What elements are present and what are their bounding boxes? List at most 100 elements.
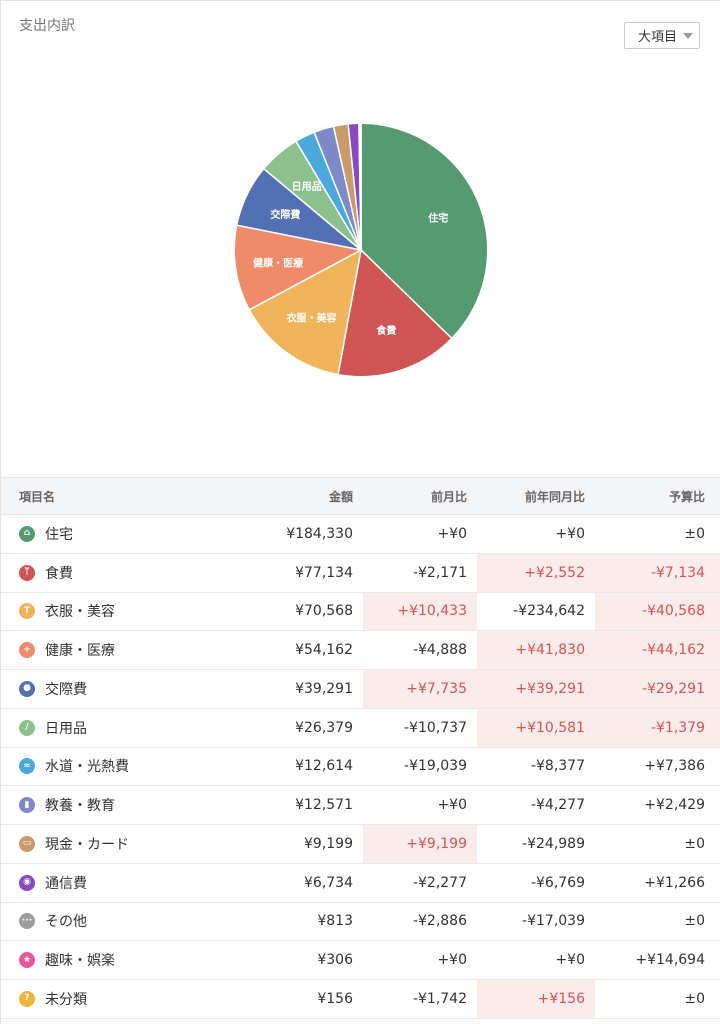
category-name: 通信費 xyxy=(45,875,87,892)
row-name-cell: ≈ 水道・光熱費 xyxy=(1,748,251,786)
mom-value: -¥2,171 xyxy=(412,564,467,581)
yoy-value: +¥0 xyxy=(555,525,585,542)
table-row[interactable]: ≈ 水道・光熱費 ¥12,614 -¥19,039 -¥8,377 +¥7,386 xyxy=(1,748,720,787)
expense-table: 項目名 金額 前月比 前年同月比 予算比 ⌂ 住宅 ¥184,330 +¥0 +¥0 ±0… xyxy=(1,477,720,1019)
table-row[interactable]: ★ 趣味・娯楽 ¥306 +¥0 +¥0 +¥14,694 xyxy=(1,941,720,980)
pie-rim xyxy=(233,122,489,378)
category-name: 教養・教育 xyxy=(45,798,115,815)
category-name: 食費 xyxy=(45,565,73,582)
book-icon: ▮ xyxy=(19,797,35,814)
header-budget: 予算比 xyxy=(668,489,705,504)
table-row[interactable]: ◉ 通信費 ¥6,734 -¥2,277 -¥6,769 +¥1,266 xyxy=(1,864,720,903)
row-name-cell: ▮ 教養・教育 xyxy=(1,786,251,824)
pie-slice-label: 衣服・美容 xyxy=(287,312,337,325)
table-row[interactable]: T 衣服・美容 ¥70,568 +¥10,433 -¥234,642 -¥40,568 xyxy=(1,592,720,632)
ellipsis-icon: ··· xyxy=(19,913,35,930)
amount-value: ¥39,291 xyxy=(295,680,353,697)
yoy-value: -¥4,277 xyxy=(530,797,585,814)
amount-value: ¥12,571 xyxy=(295,797,353,814)
yoy-value: -¥6,769 xyxy=(530,874,585,891)
amount-value: ¥9,199 xyxy=(304,835,353,852)
dropdown-label: 大項目 xyxy=(638,30,678,45)
row-name-cell: ● 交際費 xyxy=(1,670,251,708)
mom-value: +¥0 xyxy=(437,952,467,969)
mom-value: -¥10,737 xyxy=(404,719,467,736)
row-name-cell: ? 未分類 xyxy=(1,980,251,1018)
fork-knife-icon: ᛘ xyxy=(19,564,35,581)
header-name: 項目名 xyxy=(19,489,56,504)
category-level-dropdown[interactable]: 大項目 xyxy=(624,22,700,49)
category-name: 交際費 xyxy=(45,681,87,698)
yoy-value: -¥8,377 xyxy=(530,758,585,775)
budget-value: +¥7,386 xyxy=(644,758,705,775)
budget-value: -¥44,162 xyxy=(595,631,720,669)
yoy-value: -¥234,642 xyxy=(513,603,585,620)
category-name: 未分類 xyxy=(45,991,87,1008)
amount-value: ¥70,568 xyxy=(295,603,353,620)
pie-slice-label: 日用品 xyxy=(292,181,322,193)
mom-value: -¥2,886 xyxy=(412,913,467,930)
table-header: 項目名 金額 前月比 前年同月比 予算比 xyxy=(1,477,720,515)
header-yoy: 前年同月比 xyxy=(524,489,585,504)
table-row[interactable]: ▭ 現金・カード ¥9,199 +¥9,199 -¥24,989 ±0 xyxy=(1,825,720,864)
yoy-value: -¥24,989 xyxy=(522,835,585,852)
budget-value: +¥14,694 xyxy=(635,952,705,969)
yoy-value: +¥0 xyxy=(555,952,585,969)
header-amount: 金額 xyxy=(328,489,353,504)
mom-value: -¥4,888 xyxy=(412,642,467,659)
mom-value: +¥10,433 xyxy=(363,592,477,631)
budget-value: -¥1,379 xyxy=(595,708,720,747)
budget-value: ±0 xyxy=(684,990,705,1007)
table-row[interactable]: ● 交際費 ¥39,291 +¥7,735 +¥39,291 -¥29,291 xyxy=(1,670,720,709)
budget-value: -¥29,291 xyxy=(595,670,720,708)
yoy-value: +¥156 xyxy=(477,980,595,1018)
mom-value: +¥0 xyxy=(437,525,467,542)
wallet-icon: ▭ xyxy=(19,835,35,852)
category-name: 趣味・娯楽 xyxy=(45,953,115,970)
budget-value: ±0 xyxy=(684,525,705,542)
people-icon: ● xyxy=(19,680,35,697)
bandage-icon: ∕ xyxy=(19,719,35,736)
row-name-cell: ᛘ 食費 xyxy=(1,554,251,592)
pie-slice-label: 住宅 xyxy=(428,211,448,224)
table-row[interactable]: ? 未分類 ¥156 -¥1,742 +¥156 ±0 xyxy=(1,980,720,1019)
panel-title: 支出内訳 xyxy=(19,18,75,34)
table-row[interactable]: ▮ 教養・教育 ¥12,571 +¥0 -¥4,277 +¥2,429 xyxy=(1,786,720,825)
amount-value: ¥156 xyxy=(317,990,353,1007)
row-name-cell: ∕ 日用品 xyxy=(1,709,251,747)
amount-value: ¥77,134 xyxy=(295,564,353,581)
category-name: 水道・光熱費 xyxy=(45,759,129,776)
amount-value: ¥26,379 xyxy=(295,719,353,736)
budget-value: +¥1,266 xyxy=(644,874,705,891)
shirt-icon: T xyxy=(19,603,35,620)
row-name-cell: ··· その他 xyxy=(1,903,251,941)
header-mom: 前月比 xyxy=(430,489,467,504)
caret-down-icon xyxy=(683,32,694,39)
row-name-cell: ★ 趣味・娯楽 xyxy=(1,941,251,979)
medical-cross-icon: + xyxy=(19,642,35,659)
yoy-value: +¥39,291 xyxy=(477,670,595,708)
budget-value: ±0 xyxy=(684,835,705,852)
pie-slice-label: 交際費 xyxy=(270,208,300,221)
table-row[interactable]: ⌂ 住宅 ¥184,330 +¥0 +¥0 ±0 xyxy=(1,515,720,554)
faucet-icon: ≈ xyxy=(19,758,35,775)
budget-value: -¥40,568 xyxy=(595,592,720,631)
yoy-value: +¥2,552 xyxy=(477,553,595,592)
mom-value: +¥9,199 xyxy=(363,825,477,863)
table-row[interactable]: ··· その他 ¥813 -¥2,886 -¥17,039 ±0 xyxy=(1,903,720,942)
category-name: 日用品 xyxy=(45,720,87,737)
category-name: 健康・医療 xyxy=(45,643,115,660)
house-icon: ⌂ xyxy=(19,525,35,542)
table-row[interactable]: ᛘ 食費 ¥77,134 -¥2,171 +¥2,552 -¥7,134 xyxy=(1,553,720,593)
table-row[interactable]: + 健康・医療 ¥54,162 -¥4,888 +¥41,830 -¥44,162 xyxy=(1,631,720,670)
row-name-cell: ▭ 現金・カード xyxy=(1,825,251,863)
signal-icon: ◉ xyxy=(19,874,35,891)
table-row[interactable]: ∕ 日用品 ¥26,379 -¥10,737 +¥10,581 -¥1,379 xyxy=(1,708,720,748)
category-name: その他 xyxy=(45,914,87,931)
budget-value: +¥2,429 xyxy=(644,797,705,814)
budget-value: -¥7,134 xyxy=(595,553,720,592)
category-name: 住宅 xyxy=(45,526,73,543)
amount-value: ¥184,330 xyxy=(286,525,353,542)
